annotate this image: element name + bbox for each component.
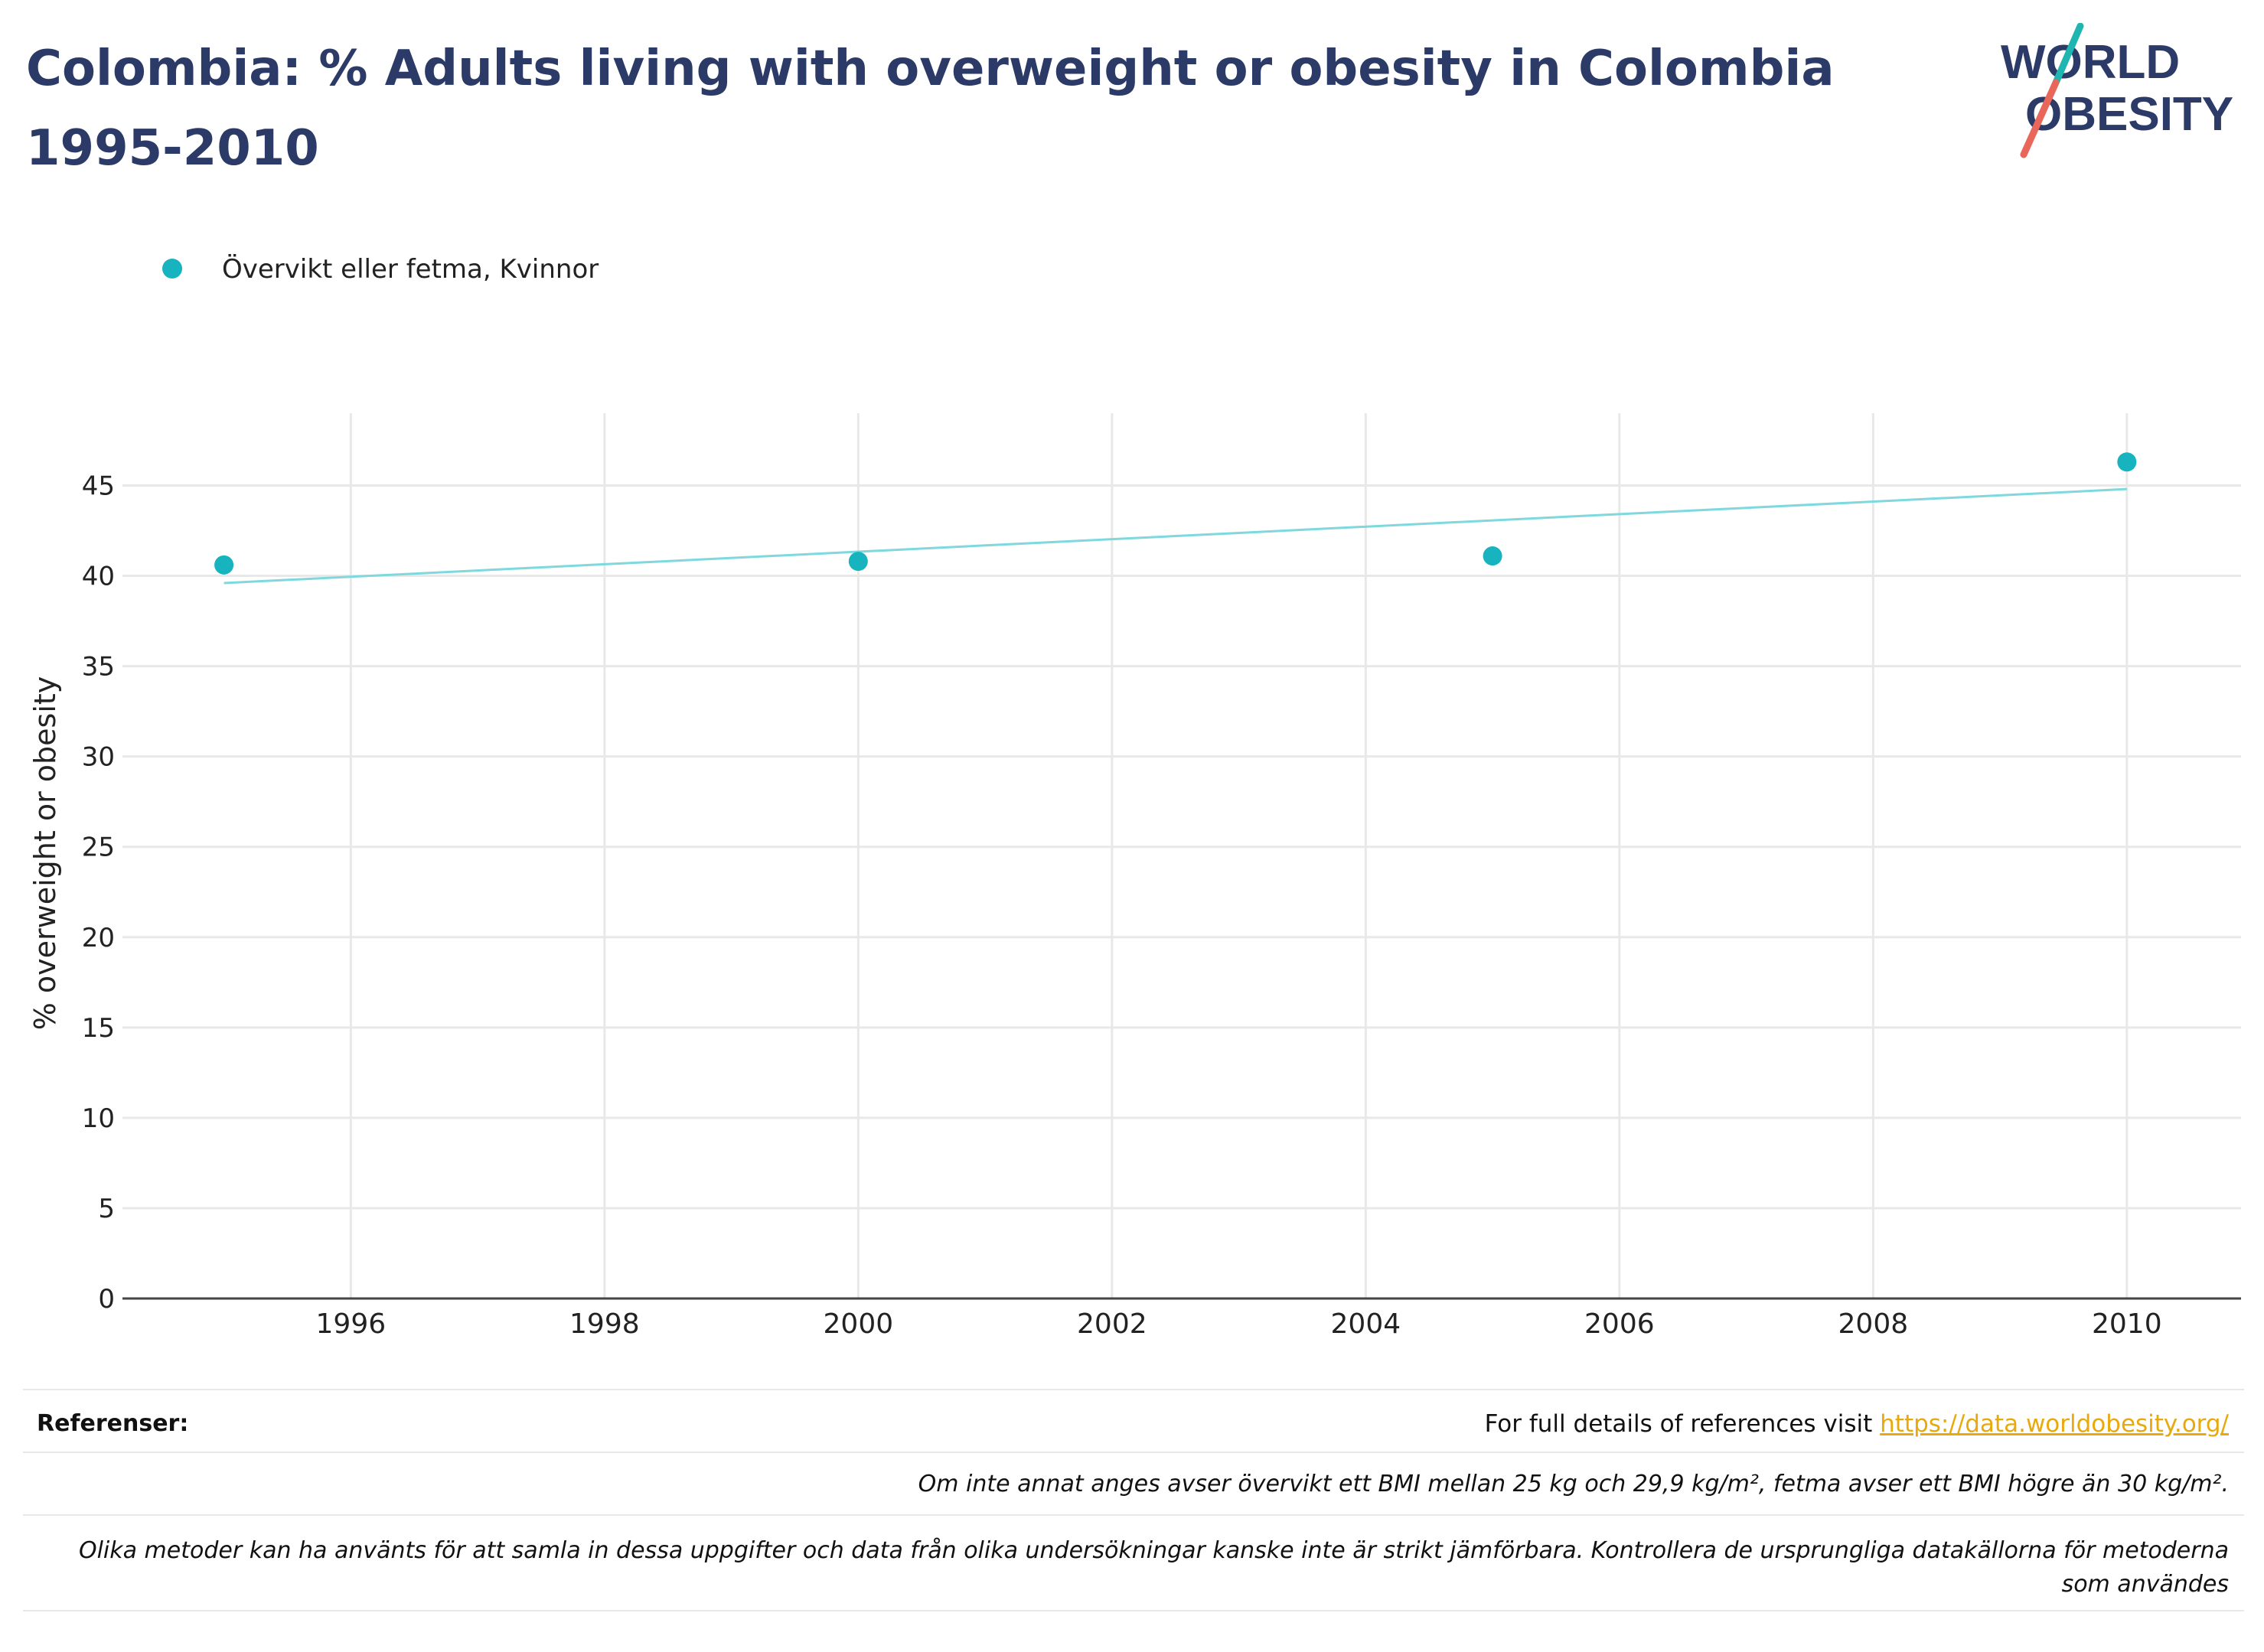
x-tick-label: 2008 <box>1838 1308 1909 1340</box>
y-tick-label: 30 <box>82 742 115 773</box>
trend-line <box>223 487 2127 585</box>
y-tick-label: 25 <box>82 833 115 863</box>
y-tick-label: 45 <box>82 471 115 501</box>
references-prefix: For full details of references visit <box>1484 1410 1881 1438</box>
y-tick-label: 5 <box>98 1194 115 1224</box>
world-obesity-logo: WORLD OBESITY <box>2001 23 2233 158</box>
references-link[interactable]: https://data.worldobesity.org/ <box>1880 1410 2229 1438</box>
data-point <box>1483 546 1502 566</box>
grid-lines <box>122 413 2241 1298</box>
footer-rule-4 <box>23 1610 2244 1611</box>
logo-word-2: OBESITY <box>2025 88 2233 141</box>
logo-word-1: WORLD <box>2001 36 2180 89</box>
x-tick-label: 1998 <box>569 1308 640 1340</box>
y-tick-label: 20 <box>82 923 115 953</box>
x-tick-label: 2002 <box>1077 1308 1147 1340</box>
data-points <box>214 452 2137 575</box>
data-point <box>214 555 234 575</box>
trendline <box>223 487 2127 585</box>
x-tick-label: 2000 <box>824 1308 894 1340</box>
footer-rule-2 <box>23 1452 2244 1453</box>
x-tick-label: 2010 <box>2092 1308 2162 1340</box>
x-tick-label: 2004 <box>1331 1308 1401 1340</box>
references-text: For full details of references visit htt… <box>1485 1410 2229 1438</box>
legend: Övervikt eller fetma, Kvinnor <box>162 253 599 285</box>
logo-red-slash <box>2020 79 2060 158</box>
data-point <box>2117 452 2137 472</box>
legend-label-kvinnor: Övervikt eller fetma, Kvinnor <box>222 253 599 285</box>
data-point <box>848 552 868 572</box>
bmi-definition-note: Om inte annat anges avser övervikt ett B… <box>918 1471 2229 1497</box>
legend-marker-kvinnor <box>162 259 182 279</box>
x-tick-label: 2006 <box>1584 1308 1655 1340</box>
x-tick-label: 1996 <box>316 1308 387 1340</box>
y-tick-label: 10 <box>82 1103 115 1134</box>
y-tick-label: 0 <box>98 1284 115 1315</box>
footer-rule-1 <box>23 1389 2244 1390</box>
methodology-note: Olika metoder kan ha använts för att sam… <box>78 1537 2229 1598</box>
y-tick-label: 35 <box>82 652 115 683</box>
scatter-chart: Övervikt eller fetma, Kvinnor 1996 1998 20… <box>28 253 2241 1340</box>
logo-teal-slash <box>2052 23 2084 86</box>
footer-rule-3 <box>23 1514 2244 1516</box>
chart-title: Colombia: % Adults living with overweigh… <box>26 41 1835 177</box>
references-label: Referenser: <box>37 1410 189 1437</box>
y-axis-label: % overweight or obesity <box>28 676 62 1031</box>
axes: 1996 1998 2000 2002 2004 2006 2008 2010 0 5 10 15 20… <box>82 471 2241 1340</box>
y-tick-label: 15 <box>82 1013 115 1044</box>
y-tick-label: 40 <box>82 562 115 592</box>
